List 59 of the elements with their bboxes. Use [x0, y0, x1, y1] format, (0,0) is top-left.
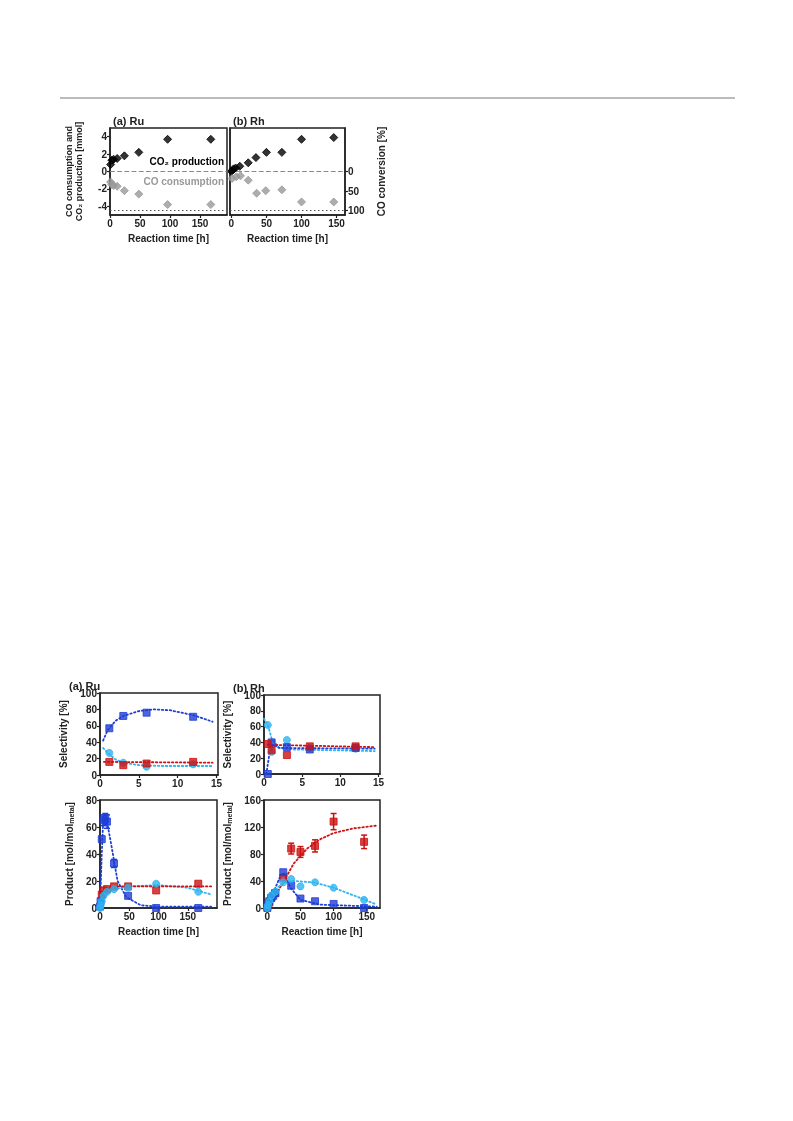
x-tick-label: 150 — [191, 217, 209, 229]
y-tick-label: 160 — [244, 794, 262, 806]
x-tick-label: 0 — [264, 910, 271, 922]
x-tick-label: 50 — [123, 910, 136, 922]
y-tick-label: 20 — [85, 753, 98, 765]
y2-tick-label: 50 — [348, 185, 360, 197]
y-tick-label: 80 — [85, 794, 98, 806]
y-tick-label: 0 — [101, 166, 108, 177]
x-tick-label: 0 — [228, 217, 235, 229]
x-tick-label: 150 — [328, 217, 346, 229]
x-axis-title: Reaction time [h] — [127, 232, 210, 244]
x-tick-label: 150 — [358, 910, 376, 922]
x-tick-label: 10 — [172, 777, 184, 789]
y-tick-label: 40 — [85, 736, 98, 748]
x-tick-label: 15 — [210, 777, 223, 789]
y-tick-label: 0 — [255, 902, 262, 914]
x-tick-label: 100 — [150, 910, 168, 922]
y-tick-label: 2 — [101, 148, 108, 160]
y-tick-label: 0 — [91, 902, 98, 914]
y-tick-label: 80 — [85, 703, 98, 715]
x-axis-title: Reaction time [h] — [117, 925, 200, 937]
y-axis-title: CO consumption and CO₂ production [mmol] — [64, 121, 84, 222]
y-tick-label: 40 — [85, 848, 98, 860]
series-label: CO₂ production — [149, 156, 224, 167]
y-tick-label: 80 — [249, 705, 262, 717]
y-tick-label: 80 — [249, 848, 262, 860]
x-tick-label: 100 — [161, 217, 179, 229]
y-tick-label: 20 — [85, 875, 98, 887]
y-tick-label: 4 — [101, 131, 108, 143]
chart-title: (b) Rh — [233, 114, 266, 127]
x-tick-label: 150 — [179, 910, 197, 922]
y-tick-label: 40 — [249, 875, 262, 887]
y-tick-label: 0 — [255, 768, 262, 780]
x-tick-label: 100 — [293, 217, 311, 229]
y-tick-label: 120 — [244, 821, 262, 833]
x-tick-label: 50 — [294, 910, 307, 922]
x-tick-label: 50 — [260, 217, 273, 229]
x-tick-label: 5 — [299, 776, 306, 788]
y-tick-label: 60 — [85, 720, 98, 732]
y-tick-label: 60 — [85, 821, 98, 833]
x-tick-label: 15 — [372, 776, 385, 788]
y-tick-label: 40 — [249, 736, 262, 748]
y-tick-label: 20 — [249, 752, 262, 764]
x-tick-label: 50 — [134, 217, 146, 229]
x-tick-label: 10 — [334, 776, 347, 788]
series-label: CO consumption — [143, 176, 224, 187]
x-axis-title: Reaction time [h] — [281, 925, 363, 937]
y-axis-title: Selectivity [%] — [58, 700, 70, 768]
chart-title: (a) Ru — [113, 114, 145, 127]
y2-tick-label: 100 — [348, 205, 366, 217]
y2-axis-title: CO conversion [%] — [375, 126, 387, 217]
y-axis-title: Selectivity [%] — [222, 700, 234, 769]
x-axis-title: Reaction time [h] — [246, 232, 329, 244]
x-tick-label: 100 — [325, 910, 343, 922]
y2-tick-label: 0 — [348, 166, 354, 177]
y-tick-label: 60 — [249, 721, 262, 733]
y-tick-label: -4 — [98, 200, 108, 212]
y-tick-label: -2 — [98, 183, 108, 195]
x-tick-label: 5 — [136, 777, 143, 789]
